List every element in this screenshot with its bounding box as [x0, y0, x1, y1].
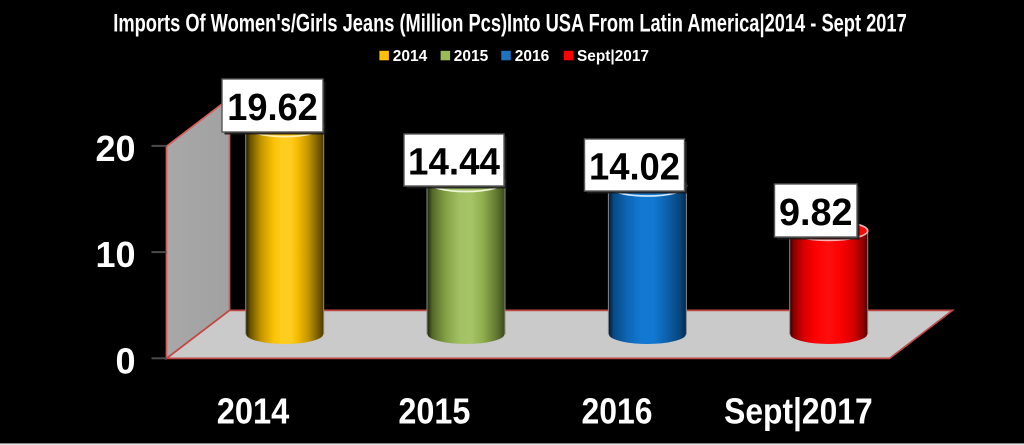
svg-text:19.62: 19.62 — [227, 87, 318, 129]
svg-text:2015: 2015 — [398, 390, 470, 431]
svg-text:2015: 2015 — [454, 48, 489, 65]
svg-text:0: 0 — [115, 340, 135, 381]
svg-text:Sept|2017: Sept|2017 — [724, 390, 873, 432]
svg-text:Imports Of Women's/Girls Jeans: Imports Of Women's/Girls Jeans (Million … — [113, 10, 907, 38]
svg-text:10: 10 — [95, 234, 135, 275]
svg-text:14.44: 14.44 — [408, 142, 500, 184]
svg-text:2016: 2016 — [582, 390, 653, 431]
svg-text:2014: 2014 — [217, 390, 290, 431]
svg-text:2014: 2014 — [393, 48, 428, 65]
svg-text:14.02: 14.02 — [589, 147, 680, 189]
svg-text:2016: 2016 — [515, 48, 550, 65]
svg-text:Sept|2017: Sept|2017 — [577, 48, 649, 65]
svg-text:9.82: 9.82 — [779, 192, 853, 234]
svg-text:20: 20 — [95, 128, 135, 169]
